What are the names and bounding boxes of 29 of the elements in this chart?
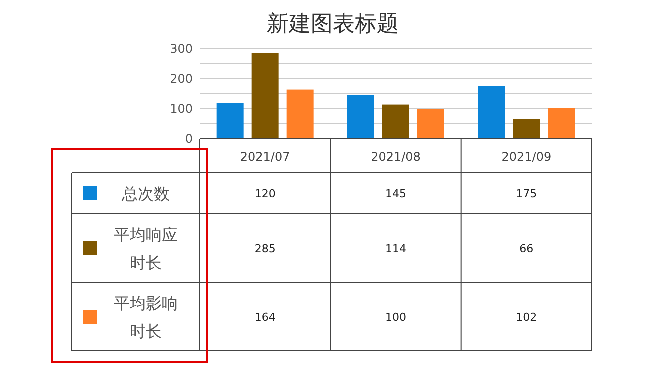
bar bbox=[513, 119, 540, 139]
data-label: 100 bbox=[386, 311, 406, 324]
data-label: 145 bbox=[386, 188, 406, 200]
y-tick-label: 300 bbox=[170, 42, 193, 56]
bar bbox=[478, 86, 506, 139]
bar bbox=[548, 108, 576, 139]
bar bbox=[252, 54, 279, 139]
bar bbox=[348, 96, 374, 139]
bar bbox=[286, 90, 314, 139]
data-label: 120 bbox=[254, 188, 276, 200]
x-tick-label: 2021/08 bbox=[371, 150, 421, 164]
x-tick-label: 2021/07 bbox=[240, 150, 290, 164]
y-tick-label: 100 bbox=[170, 102, 193, 116]
legend-label: 平均影响时长 bbox=[114, 294, 178, 341]
data-label: 175 bbox=[516, 188, 538, 200]
bar bbox=[216, 103, 244, 139]
data-label: 66 bbox=[520, 242, 534, 256]
legend-label: 总次数 bbox=[121, 184, 170, 204]
chart-title: 新建图表标题 bbox=[267, 12, 399, 37]
legend-label: 平均响应时长 bbox=[114, 226, 178, 272]
data-label: 102 bbox=[516, 311, 538, 324]
data-label: 114 bbox=[386, 242, 406, 256]
y-tick-label: 0 bbox=[185, 132, 193, 146]
bar bbox=[382, 104, 410, 139]
data-label: 285 bbox=[254, 242, 276, 256]
bar bbox=[418, 109, 444, 139]
y-tick-label: 200 bbox=[170, 72, 193, 86]
data-label: 164 bbox=[254, 311, 276, 324]
x-tick-label: 2021/09 bbox=[502, 150, 552, 164]
